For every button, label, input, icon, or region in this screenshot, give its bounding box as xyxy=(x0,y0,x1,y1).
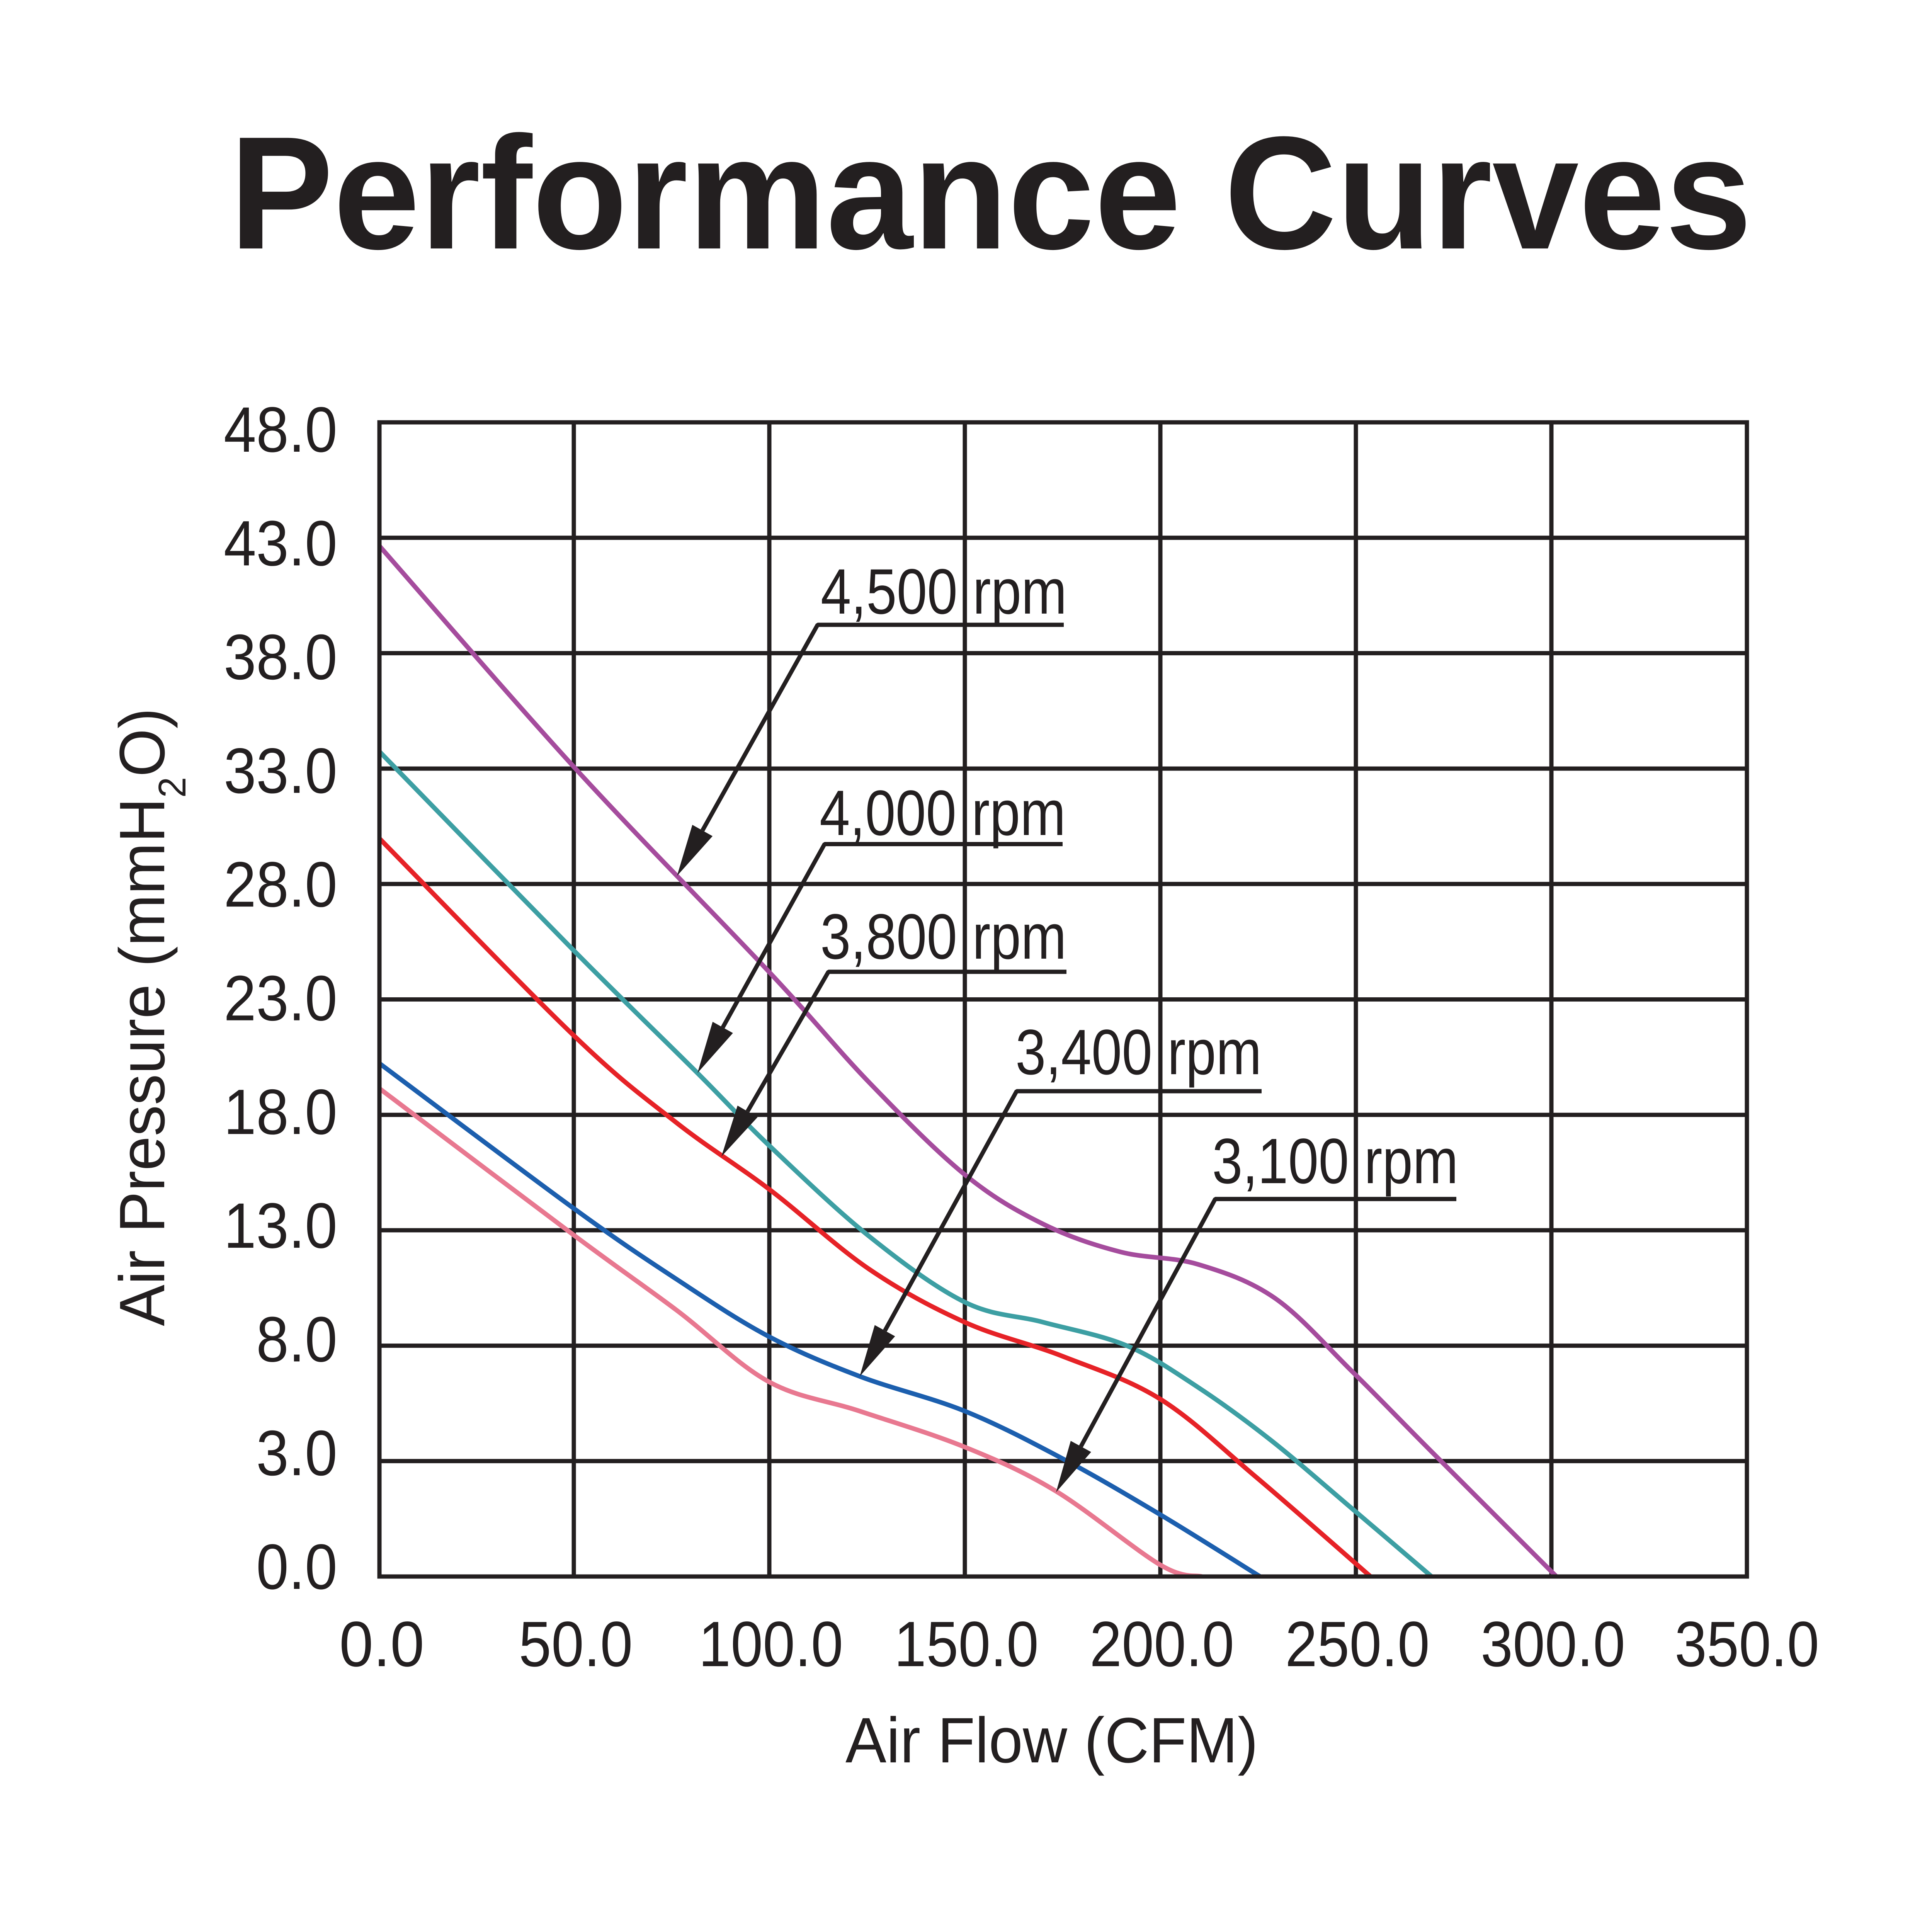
svg-text:38.0: 38.0 xyxy=(224,622,337,693)
svg-text:250.0: 250.0 xyxy=(1285,1609,1430,1680)
svg-text:200.0: 200.0 xyxy=(1090,1609,1234,1680)
svg-text:150.0: 150.0 xyxy=(894,1609,1039,1680)
svg-text:50.0: 50.0 xyxy=(519,1609,633,1680)
svg-text:28.0: 28.0 xyxy=(224,849,337,920)
svg-text:300.0: 300.0 xyxy=(1481,1609,1625,1680)
svg-text:100.0: 100.0 xyxy=(699,1609,843,1680)
svg-text:23.0: 23.0 xyxy=(224,963,337,1034)
svg-text:48.0: 48.0 xyxy=(224,394,337,466)
svg-text:0.0: 0.0 xyxy=(339,1609,424,1680)
svg-text:43.0: 43.0 xyxy=(224,508,337,579)
svg-text:4,000 rpm: 4,000 rpm xyxy=(820,777,1066,849)
svg-text:Air Flow (CFM): Air Flow (CFM) xyxy=(845,1705,1258,1776)
svg-text:4,500 rpm: 4,500 rpm xyxy=(821,556,1067,628)
svg-text:33.0: 33.0 xyxy=(224,735,337,807)
svg-text:3,800 rpm: 3,800 rpm xyxy=(820,901,1066,973)
svg-text:3.0: 3.0 xyxy=(256,1418,337,1489)
svg-text:8.0: 8.0 xyxy=(256,1304,337,1375)
svg-text:13.0: 13.0 xyxy=(224,1190,337,1262)
svg-text:18.0: 18.0 xyxy=(224,1077,337,1148)
svg-text:Performance Curves: Performance Curves xyxy=(230,103,1752,283)
svg-text:0.0: 0.0 xyxy=(256,1531,337,1603)
svg-text:3,400 rpm: 3,400 rpm xyxy=(1015,1017,1262,1088)
svg-text:3,100 rpm: 3,100 rpm xyxy=(1212,1126,1458,1197)
svg-text:350.0: 350.0 xyxy=(1675,1609,1819,1680)
